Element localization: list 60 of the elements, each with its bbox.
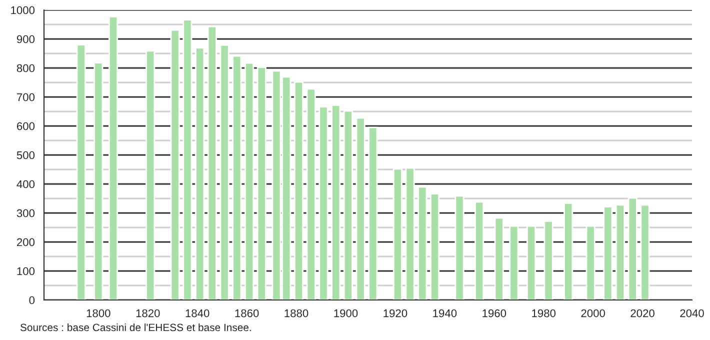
bar bbox=[220, 44, 230, 300]
bar bbox=[509, 225, 519, 300]
bar bbox=[244, 62, 254, 300]
y-tick-label: 100 bbox=[17, 267, 35, 276]
bar bbox=[170, 29, 180, 300]
y-tick-label: 700 bbox=[17, 93, 35, 102]
bar bbox=[418, 186, 428, 300]
bar bbox=[256, 66, 266, 300]
x-tick-label: 1800 bbox=[86, 309, 110, 318]
x-tick-label: 2020 bbox=[630, 309, 654, 318]
x-tick-label: 1860 bbox=[235, 309, 259, 318]
x-tick-label: 1980 bbox=[532, 309, 556, 318]
bar bbox=[526, 225, 536, 300]
source-note: Sources : base Cassini de l'EHESS et base Insee. bbox=[20, 323, 251, 332]
x-tick-label: 1960 bbox=[482, 309, 506, 318]
bar bbox=[474, 201, 484, 300]
bar bbox=[494, 217, 504, 300]
bar bbox=[356, 117, 366, 300]
x-tick-label: 1820 bbox=[136, 309, 160, 318]
y-tick-label: 0 bbox=[29, 296, 35, 304]
y-tick-label: 400 bbox=[16, 180, 35, 188]
bar bbox=[94, 62, 104, 300]
x-tick-label: 1840 bbox=[186, 309, 210, 318]
bar bbox=[76, 44, 86, 300]
y-tick-label: 900 bbox=[16, 35, 35, 44]
y-tick-label: 200 bbox=[16, 238, 35, 246]
x-tick-label: 2000 bbox=[581, 309, 605, 318]
y-tick-label: 1000 bbox=[11, 6, 35, 14]
bar bbox=[640, 204, 650, 300]
bar bbox=[454, 195, 464, 300]
bar bbox=[331, 104, 341, 300]
bar bbox=[430, 193, 440, 300]
bar bbox=[207, 26, 217, 300]
bar bbox=[294, 81, 304, 300]
bar bbox=[603, 206, 613, 300]
bar bbox=[564, 202, 574, 300]
x-tick-label: 1940 bbox=[433, 309, 457, 318]
x-tick-label: 1920 bbox=[384, 309, 408, 318]
bar bbox=[146, 50, 156, 300]
y-tick-label: 800 bbox=[16, 64, 35, 72]
bar bbox=[318, 106, 328, 300]
y-tick-label: 600 bbox=[17, 122, 35, 130]
bar bbox=[306, 88, 316, 300]
y-tick-label: 500 bbox=[16, 151, 35, 160]
bar bbox=[392, 168, 402, 300]
x-tick-label: 2040 bbox=[680, 309, 704, 318]
bar bbox=[628, 197, 638, 300]
bar bbox=[343, 110, 353, 300]
bar bbox=[182, 19, 192, 300]
y-tick-label: 300 bbox=[16, 209, 35, 218]
bar bbox=[544, 220, 554, 300]
bar bbox=[368, 126, 378, 300]
bar bbox=[232, 55, 242, 300]
bar bbox=[616, 204, 626, 300]
bar bbox=[586, 225, 596, 300]
bar bbox=[195, 47, 205, 300]
bar bbox=[108, 16, 118, 300]
bar bbox=[405, 167, 415, 300]
x-tick-label: 1880 bbox=[284, 309, 308, 318]
x-tick-label: 1900 bbox=[334, 309, 358, 318]
